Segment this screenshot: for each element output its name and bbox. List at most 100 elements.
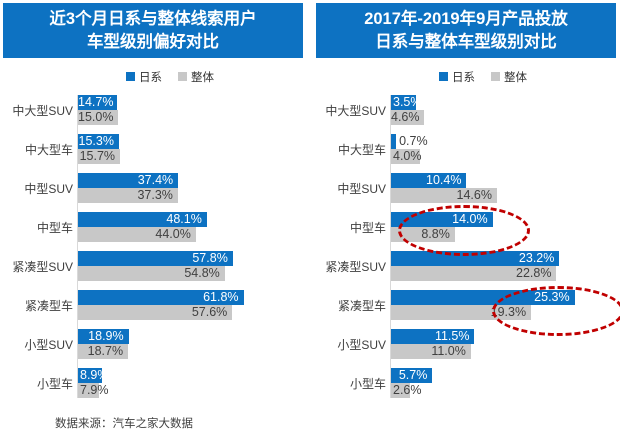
value-label: 22.8% [516,266,552,280]
bar-row: 中型SUV 10.4% 14.6% [316,173,616,203]
title-line-1: 近3个月日系与整体线索用户 [49,9,257,28]
bars-area: 37.4% 37.3% [78,173,303,203]
bar-row: 紧凑型SUV 57.8% 54.8% [3,251,303,281]
bars-area: 14.7% 15.0% [78,95,303,125]
right-chart-plot-area: 中大型SUV 3.5%4.6% 中大型车 0.7%4.0% 中型SUV 10.4%14.6… [316,95,616,398]
bars-area: 61.8% 57.6% [78,290,303,320]
bar-line: 19.3% [391,305,616,320]
legend-item-japanese: 日系 [439,69,475,85]
bar-japanese [78,173,179,188]
bar-japanese [78,95,118,110]
bar-line: 48.1% [78,212,303,227]
value-label: 54.8% [184,266,220,280]
value-label: 15.3% [78,134,114,148]
value-label: 2.6% [393,383,422,397]
value-label: 5.7% [398,368,428,382]
bar-row: 中大型SUV 3.5%4.6% [316,95,616,125]
bars-area: 25.3% 19.3% [391,290,616,320]
bar-line: 22.8% [391,266,616,281]
bars-area: 11.5% 11.0% [391,329,616,359]
value-label: 44.0% [155,227,191,241]
bar-line: 3.5% [391,95,616,110]
bar-row: 小型车 5.7% 2.6% [316,368,616,398]
bar-japanese [78,329,129,344]
bar-line: 15.7% [78,149,303,164]
bar-line: 2.6% [391,383,616,398]
bar-japanese [391,368,433,383]
bar-overall [78,344,129,359]
right-chart-title: 2017年-2019年9月产品投放 日系与整体车型级别对比 [316,3,616,58]
category-label: 紧凑型SUV [12,259,73,274]
bar-row: 紧凑型车 25.3% 19.3% [316,290,616,320]
value-label: 7.9% [80,383,109,397]
category-label: 中型车 [36,220,73,235]
bar-row: 中大型车 0.7% 4.0% [316,134,616,164]
category-label: 紧凑型SUV [325,259,386,274]
bar-japanese [391,212,493,227]
category-label: 中大型SUV [12,103,73,118]
value-label: 8.9% [80,368,102,382]
category-label: 中大型SUV [325,103,386,118]
legend-swatch-overall-icon [178,72,187,81]
bar-line: 37.3% [78,188,303,203]
source-note: 数据来源：汽车之家大数据 [55,418,193,430]
bar-line: 23.2% [391,251,616,266]
bar-overall [391,227,455,242]
bar-line: 7.9% [78,383,303,398]
bar-japanese: 8.9% [78,368,102,383]
category-label: 中型车 [349,220,386,235]
bar-overall [78,110,119,125]
value-label: 8.8% [421,227,450,241]
value-label: 10.4% [426,173,462,187]
bars-area: 8.9%7.9% [78,368,303,398]
bar-line: 4.0% [391,149,616,164]
y-axis-line [77,95,78,398]
category-label: 中大型车 [24,142,73,157]
bar-overall [391,305,532,320]
left-chart-panel: 近3个月日系与整体线索用户 车型级别偏好对比 日系 整体 中大型SUV 14.7%… [3,3,303,438]
legend-item-overall: 整体 [491,69,527,85]
value-label: 15.7% [79,149,116,163]
left-chart-title: 近3个月日系与整体线索用户 车型级别偏好对比 [3,3,303,58]
legend-item-overall: 整体 [178,69,214,85]
bar-japanese [391,134,397,149]
bar-line: 0.7% [391,134,616,149]
value-label: 14.7% [78,95,114,109]
bar-overall [391,188,497,203]
value-label: 23.2% [518,251,555,265]
bar-japanese [78,290,244,305]
bar-line: 25.3% [391,290,616,305]
title-line-1: 2017年-2019年9月产品投放 [364,9,568,28]
left-chart-plot-area: 中大型SUV 14.7% 15.0% 中大型车 15.3% 15.7% 中型SUV 37.4%… [3,95,303,398]
category-label: 紧凑型车 [24,298,73,313]
bar-line: 8.9% [78,368,303,383]
bar-row: 小型SUV 18.9% 18.7% [3,329,303,359]
right-chart-panel: 2017年-2019年9月产品投放 日系与整体车型级别对比 日系 整体 中大型S… [316,3,616,438]
bar-line: 61.8% [78,290,303,305]
bar-row: 紧凑型车 61.8% 57.6% [3,290,303,320]
bar-line: 14.7% [78,95,303,110]
value-label: 48.1% [166,212,202,226]
bar-overall [391,383,410,398]
title-line-2: 车型级别偏好对比 [87,32,219,51]
bars-area: 15.3% 15.7% [78,134,303,164]
bar-line: 37.4% [78,173,303,188]
bar-japanese [391,173,467,188]
bar-line: 44.0% [78,227,303,242]
bars-area: 10.4% 14.6% [391,173,616,203]
bars-area: 48.1% 44.0% [78,212,303,242]
bars-area: 3.5%4.6% [391,95,616,125]
value-label: 11.0% [431,344,466,358]
value-label: 3.5% [393,95,416,109]
bars-area: 5.7% 2.6% [391,368,616,398]
value-label: 37.4% [137,173,174,187]
bar-line: 57.8% [78,251,303,266]
bar-overall [391,149,421,164]
category-label: 小型SUV [24,337,73,352]
bar-overall [78,227,196,242]
value-label: 15.0% [78,110,114,124]
bar-overall [391,344,471,359]
bar-japanese [391,329,475,344]
value-label: 18.7% [87,344,124,358]
